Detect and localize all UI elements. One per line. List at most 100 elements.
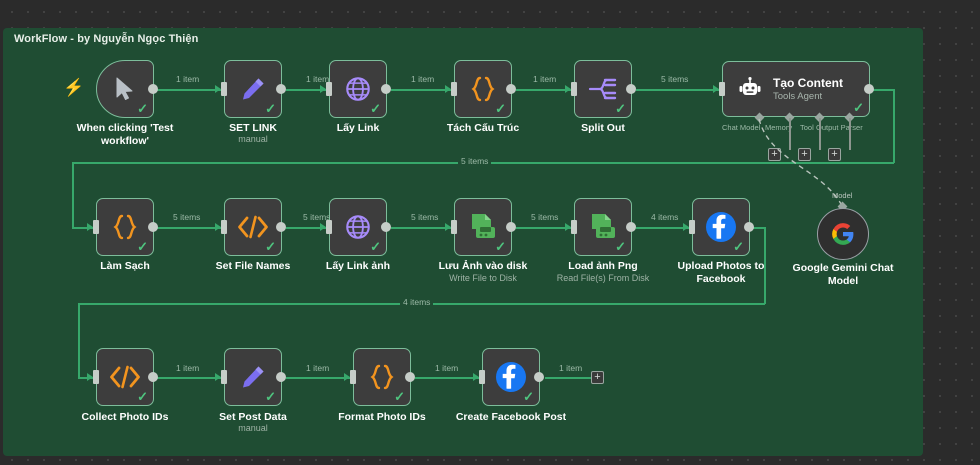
node-when-clicking-test-workflow[interactable]: ✓ [96,60,158,118]
input-arrow-icon [215,373,221,381]
output-port[interactable] [744,222,754,232]
input-port[interactable] [326,220,332,234]
input-arrow-icon [87,223,93,231]
globe-icon [346,77,370,101]
node-set-file-names[interactable]: ✓ [215,198,286,256]
pencil-icon [243,366,264,388]
output-port[interactable] [381,222,391,232]
agent-port-label: Chat Model [722,123,761,132]
node-tach-cau-truc[interactable]: ✓ [445,60,516,118]
output-port[interactable] [381,84,391,94]
input-port[interactable] [326,82,332,96]
split-out-icon [588,78,617,100]
input-port[interactable] [221,82,227,96]
agent-port-stem [849,118,851,150]
add-node-button[interactable]: + [591,371,604,384]
output-port[interactable] [276,84,286,94]
input-arrow-icon [320,85,326,93]
output-port[interactable] [534,372,544,382]
node-set-post-data[interactable]: ✓ [215,348,286,406]
connector-label: 1 item [530,74,560,84]
code-tags-icon [110,365,140,389]
node-label: SET LINK [229,122,277,134]
node-label: Lưu Ảnh vào disk [438,260,528,272]
node-label: Upload Photos to Facebook [677,260,765,285]
input-port[interactable] [479,370,485,384]
node-collect-photo-ids[interactable]: ✓ [87,348,158,406]
output-port[interactable] [276,222,286,232]
output-port[interactable] [148,372,158,382]
input-port[interactable] [221,220,227,234]
node-status-check-icon: ✓ [370,239,381,254]
connector-wire [516,89,582,91]
connector-wire [415,377,481,379]
chat-model-dashed-link [758,118,842,205]
output-port[interactable] [626,84,636,94]
output-port[interactable] [405,372,415,382]
node-status-check-icon: ✓ [495,239,506,254]
node-upload-photos-to-facebook[interactable]: ✓ [683,198,754,256]
node-lam-sach[interactable]: ✓ [87,198,158,256]
add-memory-button[interactable]: + [768,148,781,161]
input-port[interactable] [350,370,356,384]
input-arrow-icon [87,373,93,381]
input-arrow-icon [445,85,451,93]
input-port[interactable] [451,220,457,234]
output-port[interactable] [276,372,286,382]
node-google-gemini-chat-model[interactable] [817,208,869,260]
connector-wire [636,89,720,91]
output-port[interactable] [506,222,516,232]
output-port[interactable] [864,84,874,94]
input-port[interactable] [93,220,99,234]
output-port[interactable] [148,222,158,232]
input-port[interactable] [451,82,457,96]
input-port[interactable] [571,82,577,96]
connector-wire [545,377,593,379]
trigger-bolt-icon: ⚡ [63,78,85,97]
node-status-check-icon: ✓ [137,101,148,116]
node-label: Tạo Content [773,76,843,90]
input-port[interactable] [93,370,99,384]
connector-wire [72,162,74,228]
connector-wire [156,377,222,379]
node-tao-content-agent[interactable]: Tạo Content Tools Agent ✓ [713,61,874,117]
node-lay-link-anh[interactable]: ✓ [320,198,391,256]
node-status-check-icon: ✓ [394,389,405,404]
connector-wire [156,89,222,91]
input-port[interactable] [689,220,695,234]
input-arrow-icon [565,85,571,93]
connector-label: 1 item [173,363,203,373]
node-label: Load ảnh Png [568,260,638,272]
connector-label: 1 item [556,363,586,373]
add-output-parser-button[interactable]: + [828,148,841,161]
node-set-link[interactable]: ✓ [215,60,286,118]
gemini-port-label: Model [832,191,853,200]
sticky-note-title: WorkFlow - by Nguyễn Ngọc Thiện [14,33,199,45]
node-label: Lấy Link ảnh [325,260,391,272]
output-port[interactable] [148,84,158,94]
agent-port-label: Tool [800,123,814,132]
code-braces-icon [113,214,137,240]
node-load-anh-png[interactable]: ✓ [565,198,636,256]
node-sublabel: manual [238,423,268,433]
connector-label: 4 items [400,297,434,307]
node-split-out[interactable]: ✓ [565,60,636,118]
node-label: Google Gemini Chat Model [792,262,894,287]
node-status-check-icon: ✓ [615,101,626,116]
node-luu-anh-vao-disk[interactable]: ✓ [445,198,516,256]
input-arrow-icon [344,373,350,381]
output-port[interactable] [626,222,636,232]
node-label: Làm Sạch [100,260,150,272]
node-format-photo-ids[interactable]: ✓ [344,348,415,406]
input-port[interactable] [571,220,577,234]
input-port[interactable] [719,82,725,96]
file-disk-icon [472,214,495,238]
agent-port-stem [789,118,791,150]
connector-label: 1 item [408,74,438,84]
output-port[interactable] [506,84,516,94]
add-tool-button[interactable]: + [798,148,811,161]
node-lay-link[interactable]: ✓ [320,60,391,118]
node-create-facebook-post[interactable]: ✓ [473,348,544,406]
input-port[interactable] [221,370,227,384]
